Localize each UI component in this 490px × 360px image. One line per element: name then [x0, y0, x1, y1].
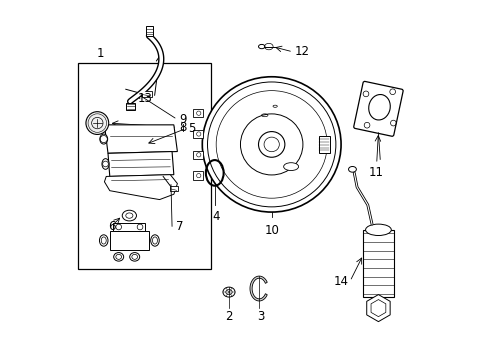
Bar	[126, 103, 135, 111]
Bar	[194, 171, 203, 180]
Text: 8: 8	[179, 121, 187, 134]
Text: 9: 9	[179, 113, 187, 126]
Bar	[110, 230, 149, 251]
Text: 1: 1	[97, 47, 105, 60]
Bar	[194, 109, 203, 117]
Text: 7: 7	[175, 220, 183, 233]
Ellipse shape	[366, 224, 392, 235]
Ellipse shape	[202, 77, 341, 212]
Bar	[194, 130, 203, 138]
Polygon shape	[250, 276, 267, 301]
Bar	[78, 63, 211, 269]
Bar	[319, 135, 330, 153]
Bar	[170, 186, 178, 191]
Polygon shape	[104, 125, 177, 153]
Ellipse shape	[348, 166, 356, 172]
Ellipse shape	[102, 159, 109, 169]
Text: 10: 10	[264, 225, 279, 238]
Polygon shape	[108, 152, 174, 176]
Text: 3: 3	[257, 310, 265, 323]
Text: 5: 5	[188, 122, 196, 135]
Bar	[194, 150, 203, 159]
Ellipse shape	[99, 235, 108, 246]
FancyBboxPatch shape	[354, 81, 403, 136]
Ellipse shape	[114, 253, 123, 261]
Bar	[113, 223, 146, 230]
Bar	[146, 26, 153, 36]
Text: 11: 11	[369, 166, 384, 179]
Bar	[142, 91, 152, 97]
Polygon shape	[104, 175, 177, 199]
Text: 2: 2	[225, 310, 233, 323]
Ellipse shape	[122, 210, 137, 221]
Ellipse shape	[223, 287, 235, 297]
Text: 14: 14	[333, 275, 348, 288]
Circle shape	[86, 112, 109, 134]
Ellipse shape	[259, 131, 285, 157]
Text: 12: 12	[295, 45, 310, 58]
Ellipse shape	[151, 235, 159, 246]
Text: 4: 4	[212, 210, 220, 223]
Ellipse shape	[284, 163, 298, 171]
Text: 6: 6	[108, 220, 116, 233]
Text: 13: 13	[138, 92, 152, 105]
Bar	[363, 230, 393, 297]
Ellipse shape	[100, 134, 108, 144]
Ellipse shape	[130, 253, 140, 261]
Ellipse shape	[259, 44, 265, 49]
